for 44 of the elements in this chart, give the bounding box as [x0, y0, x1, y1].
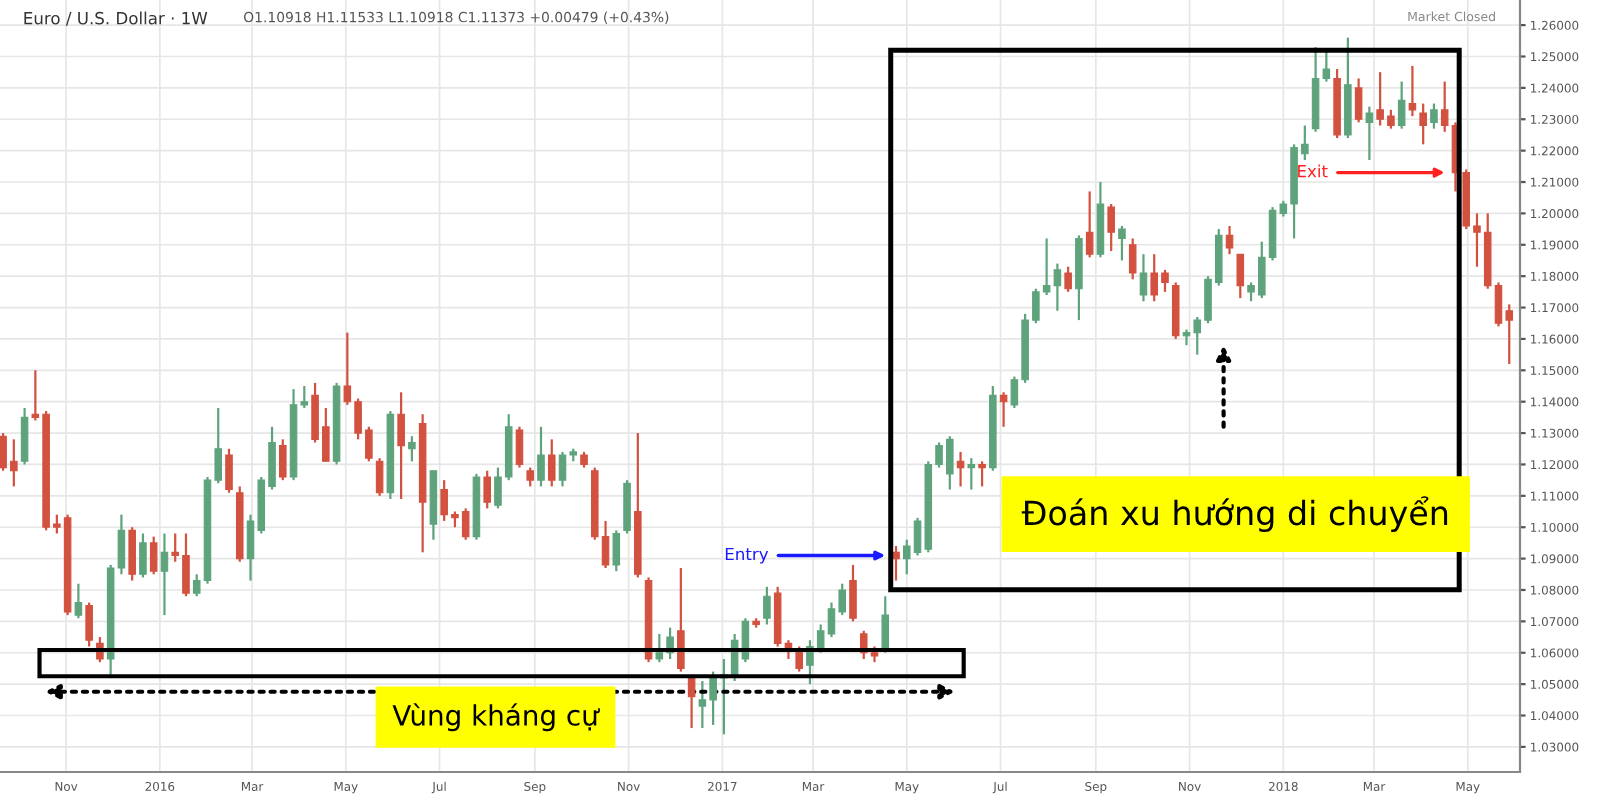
candlestick	[526, 466, 535, 488]
candlestick	[279, 438, 287, 482]
candlestick	[74, 582, 83, 620]
candlestick	[677, 566, 685, 673]
candlestick	[20, 406, 29, 466]
candlestick	[397, 391, 405, 501]
text: Euro / U.S. Dollar · 1W	[24, 11, 208, 26]
candlestick	[515, 425, 524, 469]
candlestick	[139, 532, 147, 579]
candlestick	[978, 460, 986, 488]
candlestick	[1397, 80, 1406, 130]
candlestick	[612, 529, 621, 573]
annotation: Đoán xu hướng di chuyển	[1021, 496, 1448, 532]
candlestick	[1236, 253, 1245, 300]
annotation: Exit	[1298, 164, 1328, 178]
candlestick	[408, 435, 416, 463]
candlestick	[1107, 202, 1115, 253]
candlestick	[1225, 224, 1234, 256]
candlestick	[537, 425, 545, 488]
candlestick	[547, 438, 556, 488]
candlestick	[1085, 190, 1094, 259]
candlestick	[1118, 224, 1126, 262]
candlestick	[1354, 77, 1363, 124]
candlestick	[795, 645, 803, 673]
candlestick	[1139, 253, 1148, 303]
candlestick	[1128, 237, 1137, 281]
candlestick	[149, 535, 158, 576]
candlestick	[849, 563, 857, 623]
candlestick	[375, 457, 384, 497]
candlestick	[1064, 265, 1072, 293]
annotation: Entry	[725, 547, 769, 564]
candlestick	[1365, 105, 1374, 162]
candlestick	[763, 585, 771, 626]
candlestick	[160, 532, 169, 617]
candlestick	[1419, 102, 1427, 146]
annotation: Vùng kháng cự	[392, 703, 600, 732]
candlestick	[128, 526, 136, 582]
candlestick	[85, 601, 93, 648]
candlestick	[623, 479, 631, 535]
candlestick	[1430, 102, 1438, 130]
candlestick	[483, 469, 491, 510]
candlestick	[225, 447, 233, 494]
candlestick	[881, 595, 890, 654]
candlestick	[967, 457, 976, 491]
